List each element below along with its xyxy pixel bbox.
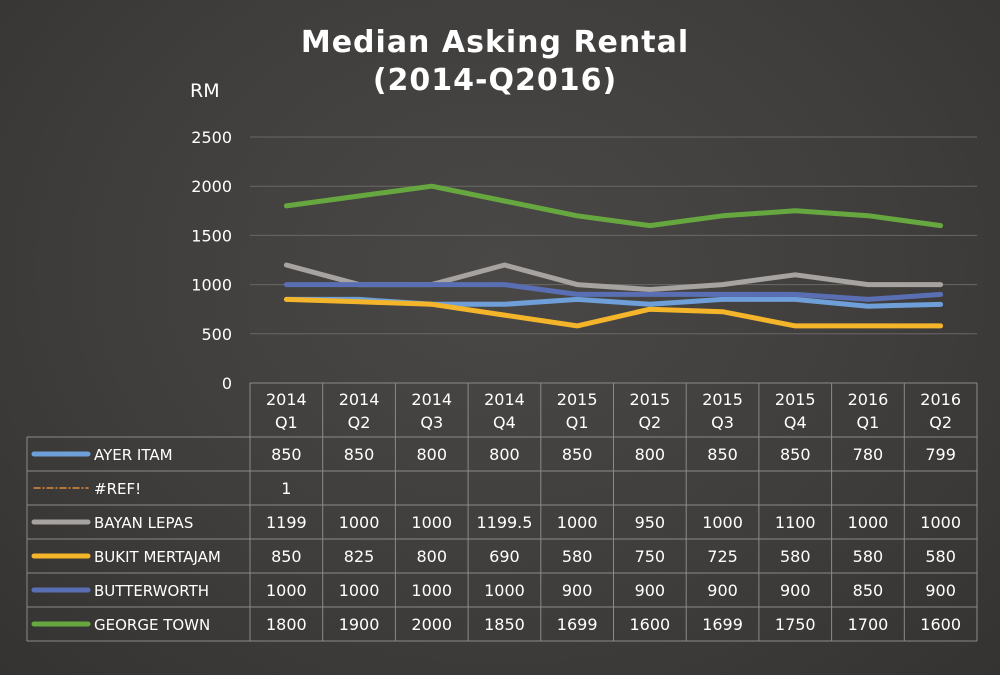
series-line-butterworth [283, 282, 944, 302]
category-label-year: 2014 [411, 390, 452, 409]
series-line-george-town [283, 183, 944, 229]
data-label: 1800 [266, 615, 307, 634]
data-label: 850 [271, 445, 302, 464]
data-label: 900 [562, 581, 593, 600]
category-label-quarter: Q4 [493, 413, 516, 432]
category-label-year: 2014 [339, 390, 380, 409]
data-label: 725 [707, 547, 738, 566]
data-label: 800 [489, 445, 520, 464]
y-tick-label: 2000 [191, 177, 232, 196]
data-label: 900 [707, 581, 738, 600]
data-label: 1900 [339, 615, 380, 634]
data-label: 1000 [702, 513, 743, 532]
data-label: 850 [707, 445, 738, 464]
category-label-year: 2016 [920, 390, 961, 409]
data-label: 900 [780, 581, 811, 600]
chart-subtitle: (2014-Q2016) [372, 63, 618, 98]
data-label: 580 [925, 547, 956, 566]
data-label: 850 [853, 581, 884, 600]
chart-title-line1: Median Asking Rental [300, 25, 690, 60]
data-label: 1699 [702, 615, 743, 634]
category-label-quarter: Q1 [566, 413, 589, 432]
y-tick-label: 0 [222, 374, 232, 393]
data-label: 825 [344, 547, 375, 566]
data-label: 1 [281, 479, 291, 498]
data-label: 799 [925, 445, 956, 464]
series-name: BAYAN LEPAS [94, 514, 193, 532]
category-label-quarter: Q1 [857, 413, 880, 432]
data-label: 1199.5 [476, 513, 532, 532]
data-label: 1600 [629, 615, 670, 634]
data-label: 900 [635, 581, 666, 600]
category-label-year: 2015 [629, 390, 670, 409]
category-label-quarter: Q3 [711, 413, 734, 432]
category-label-year: 2015 [702, 390, 743, 409]
data-label: 900 [925, 581, 956, 600]
data-label: 850 [780, 445, 811, 464]
data-label: 1750 [775, 615, 816, 634]
data-label: 1000 [848, 513, 889, 532]
data-label: 1000 [339, 513, 380, 532]
y-tick-label: 1500 [191, 226, 232, 245]
y-tick-label: 500 [201, 325, 232, 344]
data-label: 1000 [484, 581, 525, 600]
category-label-quarter: Q3 [420, 413, 443, 432]
data-label: 800 [416, 547, 447, 566]
data-label: 850 [271, 547, 302, 566]
y-axis-label: RM [190, 80, 220, 102]
category-label-quarter: Q4 [784, 413, 807, 432]
data-label: 690 [489, 547, 520, 566]
series-line-bukit-mertajam [283, 296, 944, 329]
category-label-year: 2015 [557, 390, 598, 409]
data-label: 1700 [848, 615, 889, 634]
category-label-quarter: Q2 [929, 413, 952, 432]
data-label: 1000 [920, 513, 961, 532]
series-name: BUTTERWORTH [94, 582, 209, 600]
data-label: 2000 [411, 615, 452, 634]
data-label: 1699 [557, 615, 598, 634]
data-label: 1000 [411, 581, 452, 600]
data-label: 850 [344, 445, 375, 464]
data-label: 800 [635, 445, 666, 464]
data-label: 1000 [339, 581, 380, 600]
series-name: GEORGE TOWN [94, 616, 210, 634]
data-label: 780 [853, 445, 884, 464]
category-label-year: 2014 [484, 390, 525, 409]
category-label-quarter: Q1 [275, 413, 298, 432]
data-label: 800 [416, 445, 447, 464]
data-label: 580 [562, 547, 593, 566]
data-label: 750 [635, 547, 666, 566]
data-label: 580 [780, 547, 811, 566]
y-tick-label: 2500 [191, 128, 232, 147]
category-label-year: 2016 [848, 390, 889, 409]
data-label: 580 [853, 547, 884, 566]
data-label: 1600 [920, 615, 961, 634]
series-name: AYER ITAM [94, 446, 173, 464]
series-name: BUKIT MERTAJAM [94, 548, 221, 566]
category-label-year: 2015 [775, 390, 816, 409]
category-label-year: 2014 [266, 390, 307, 409]
data-label: 1000 [411, 513, 452, 532]
data-label: 1100 [775, 513, 816, 532]
series-name: #REF! [94, 480, 141, 498]
data-label: 950 [635, 513, 666, 532]
data-label: 1199 [266, 513, 307, 532]
data-label: 1850 [484, 615, 525, 634]
category-label-quarter: Q2 [638, 413, 661, 432]
category-label-quarter: Q2 [348, 413, 371, 432]
chart-title: Median Asking Rental (2014-Q2016) [230, 24, 760, 100]
data-label: 850 [562, 445, 593, 464]
data-label: 1000 [557, 513, 598, 532]
y-tick-label: 1000 [191, 276, 232, 295]
data-label: 1000 [266, 581, 307, 600]
